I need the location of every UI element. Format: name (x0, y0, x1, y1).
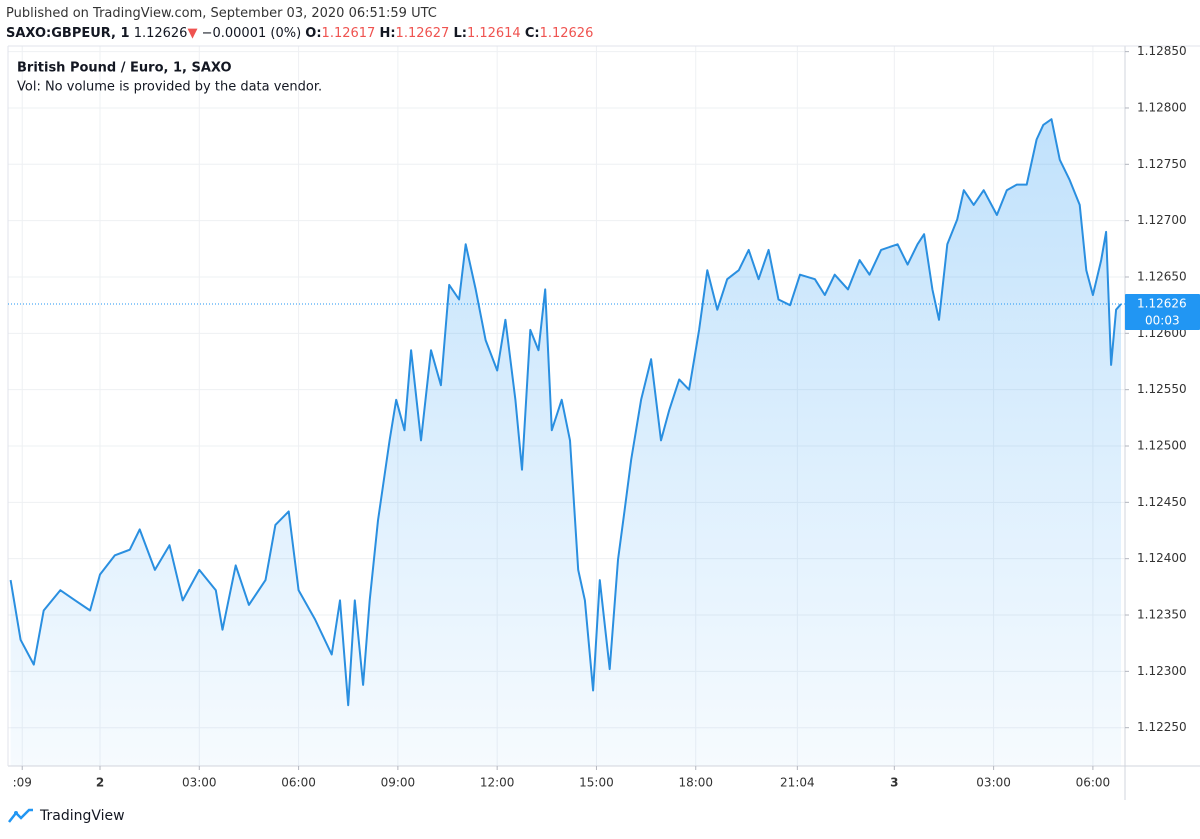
y-tick-label: 1.12500 (1137, 439, 1187, 453)
chart: 1.12850 1.12800 1.12750 1.12700 1.12650 1.126… (7, 44, 1200, 800)
low-value: 1.12614 (466, 26, 521, 41)
x-tick-label: 21:04 (780, 776, 815, 790)
x-tick-label: 18:00 (678, 776, 713, 790)
brand-name: TradingView (40, 808, 125, 824)
symbol: SAXO:GBPEUR, 1 (6, 26, 130, 41)
y-tick-label: 1.12400 (1137, 551, 1187, 565)
close-value: 1.12626 (539, 26, 594, 41)
y-tick-label: 1.12450 (1137, 495, 1187, 509)
x-tick-label: 09:00 (381, 776, 416, 790)
x-tick-label: 2 (96, 776, 104, 790)
plot-layer (9, 118, 1122, 766)
open-label: O: (305, 26, 322, 41)
y-tick-label: 1.12850 (1137, 44, 1187, 58)
down-arrow: ▼ (187, 26, 198, 41)
x-tick-label: 3 (890, 776, 898, 790)
x-tick-label: :09 (13, 776, 32, 790)
countdown: 00:03 (1145, 314, 1180, 328)
area-fill (10, 119, 1122, 766)
x-tick-label: 03:00 (182, 776, 217, 790)
y-tick-label: 1.12700 (1137, 213, 1187, 227)
y-tick-label: 1.12550 (1137, 382, 1187, 396)
published-line: Published on TradingView.com, September … (6, 6, 437, 21)
y-tick-label: 1.12750 (1137, 157, 1187, 171)
y-tick-label: 1.12800 (1137, 100, 1187, 114)
x-tick-label: 12:00 (480, 776, 515, 790)
x-tick-label: 06:00 (1076, 776, 1111, 790)
y-tick-label: 1.12650 (1137, 269, 1187, 283)
high-value: 1.12627 (395, 26, 450, 41)
legend-title: British Pound / Euro, 1, SAXO (17, 61, 232, 76)
close-label: C: (524, 26, 540, 41)
low-label: L: (453, 26, 467, 41)
quote-line: SAXO:GBPEUR, 1 1.12626▼ −0.00001 (0%) O:… (6, 26, 593, 41)
x-tick-label: 03:00 (976, 776, 1011, 790)
price-line (9, 118, 1122, 707)
logo-icon (8, 808, 33, 823)
y-tick-label: 1.12300 (1137, 664, 1187, 678)
x-label-layer: :09 2 03:00 06:00 09:00 12:00 15:00 18:00 21:04 3… (13, 776, 1111, 790)
volume-note: Vol: No volume is provided by the data v… (17, 80, 322, 95)
y-tick-label: 1.12250 (1137, 720, 1187, 734)
high-label: H: (379, 26, 396, 41)
price: 1.12626 (133, 26, 188, 41)
x-tick-label: 06:00 (281, 776, 316, 790)
x-tick-label: 15:00 (579, 776, 614, 790)
y-tick-label: 1.12350 (1137, 608, 1187, 622)
last-price-tag (1125, 294, 1200, 331)
brand-logo: TradingView (8, 808, 125, 824)
change: −0.00001 (0%) (201, 26, 302, 41)
last-price-label: 1.12626 (1137, 297, 1187, 311)
axis-layer: 1.12850 1.12800 1.12750 1.12700 1.12650 1.126… (8, 44, 1200, 770)
open-value: 1.12617 (321, 26, 376, 41)
